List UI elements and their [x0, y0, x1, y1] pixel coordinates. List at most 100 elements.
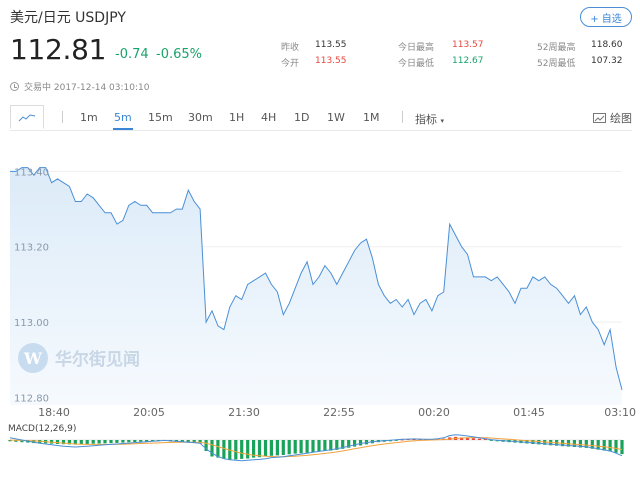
stat-label: 昨收 [281, 43, 300, 53]
macd-bar [394, 440, 398, 441]
macd-bar [400, 439, 404, 441]
macd-bar [347, 440, 351, 448]
tab-line-chart[interactable] [10, 105, 44, 129]
macd-bar [20, 440, 24, 443]
watermark-logo-letter: W [23, 349, 43, 368]
macd-bar [204, 440, 208, 451]
stat-value: 118.60 [591, 40, 623, 50]
period-1w[interactable]: 1W [327, 111, 345, 124]
stat-label: 52周最低 [537, 59, 576, 69]
draw-icon [593, 112, 606, 123]
macd-bar [121, 440, 125, 443]
macd-bar [32, 440, 36, 444]
macd-bar [246, 440, 250, 459]
macd-bar [275, 440, 279, 456]
stat-52w-high: 52周最高 118.60 [537, 40, 623, 53]
macd-bar [525, 440, 529, 444]
macd-bar [180, 440, 184, 443]
macd-bar [85, 440, 89, 444]
period-4h[interactable]: 4H [261, 111, 277, 124]
period-5m[interactable]: 5m [113, 111, 133, 130]
macd-bar [353, 440, 357, 447]
draw-button[interactable]: 绘图 [593, 110, 632, 126]
stat-label: 今开 [281, 59, 300, 69]
current-price: 112.81 [10, 33, 107, 66]
chart-toolbar: 1m 5m 15m 30m 1H 4H 1D 1W 1M 指标 ▾ 绘图 [10, 105, 632, 131]
stat-value: 113.55 [315, 40, 347, 50]
x-tick-label: 22:55 [323, 406, 355, 419]
draw-label: 绘图 [610, 112, 632, 125]
stat-value: 113.57 [452, 40, 484, 50]
indicator-label: 指标 [415, 113, 437, 126]
price-line [10, 167, 623, 391]
macd-bar [329, 440, 333, 451]
macd-bar [139, 440, 143, 442]
stat-day-high: 今日最高 113.57 [398, 40, 484, 53]
macd-bar [537, 440, 541, 445]
y-tick-label: 113.00 [14, 318, 49, 329]
watermark-logo-icon [18, 343, 48, 373]
x-tick-label: 01:45 [513, 406, 545, 419]
macd-bar [608, 440, 612, 452]
stat-label: 今日最低 [398, 59, 435, 69]
price-chart[interactable]: 113.40 113.20 113.00 112.80 W 华尔街见闻 18:40 20… [0, 140, 640, 490]
macd-bar [216, 440, 220, 458]
caret-down-icon: ▾ [440, 117, 445, 125]
x-tick-label: 18:40 [38, 406, 70, 419]
add-watchlist-button[interactable]: + 自选 [580, 7, 632, 27]
stat-value: 107.32 [591, 56, 623, 66]
stat-value: 113.55 [315, 56, 347, 66]
status-text: 交易中 2017-12-14 03:10:10 [24, 83, 150, 93]
period-1mo[interactable]: 1M [363, 111, 380, 124]
macd-bar [97, 440, 101, 444]
y-tick-label: 113.40 [14, 167, 49, 178]
macd-bar [127, 440, 131, 443]
macd-bar [103, 440, 107, 444]
watermark-text: 华尔街见闻 [55, 349, 140, 370]
macd-bar [590, 440, 594, 449]
period-30m[interactable]: 30m [188, 111, 213, 124]
macd-bar [293, 440, 297, 454]
macd-bar [198, 440, 202, 444]
macd-bar [305, 440, 309, 453]
price-change-percent: -0.65% [156, 47, 202, 62]
macd-bar [620, 440, 624, 455]
macd-bar [483, 439, 487, 440]
price-change: -0.74 [115, 47, 149, 62]
macd-bar [210, 440, 214, 457]
watermark: W 华尔街见闻 [18, 343, 140, 373]
macd-bar [257, 440, 262, 458]
macd-bar [465, 437, 470, 440]
macd-bar [596, 440, 600, 450]
macd-bar [115, 440, 119, 443]
macd-bar [341, 440, 345, 449]
macd-bar [477, 438, 481, 440]
macd-bar [73, 440, 77, 445]
stat-prev-close: 昨收 113.55 [281, 40, 347, 53]
macd-bar [91, 440, 95, 444]
price-area [10, 167, 622, 405]
macd-bar [234, 440, 238, 460]
macd-bar [252, 440, 256, 458]
indicator-dropdown[interactable]: 指标 ▾ [415, 111, 444, 127]
stat-value: 112.67 [452, 56, 484, 66]
macd-bar [299, 440, 303, 454]
period-1m[interactable]: 1m [80, 111, 98, 124]
line-chart-icon [18, 114, 36, 122]
macd-bar [311, 440, 315, 453]
macd-bar [531, 440, 535, 444]
pair-title: 美元/日元 USDJPY [10, 10, 126, 26]
stat-open: 今开 113.55 [281, 56, 347, 69]
period-1d[interactable]: 1D [294, 111, 310, 124]
period-1h[interactable]: 1H [229, 111, 245, 124]
macd-bar [460, 437, 464, 440]
macd-bar [263, 440, 268, 457]
stat-label: 52周最高 [537, 43, 576, 53]
macd-bar [335, 440, 339, 450]
macd-bar [317, 440, 321, 452]
macd-bar [61, 440, 66, 445]
macd-bar [578, 440, 582, 448]
macd-bar [151, 440, 155, 442]
period-15m[interactable]: 15m [148, 111, 173, 124]
macd-bar [145, 440, 149, 442]
